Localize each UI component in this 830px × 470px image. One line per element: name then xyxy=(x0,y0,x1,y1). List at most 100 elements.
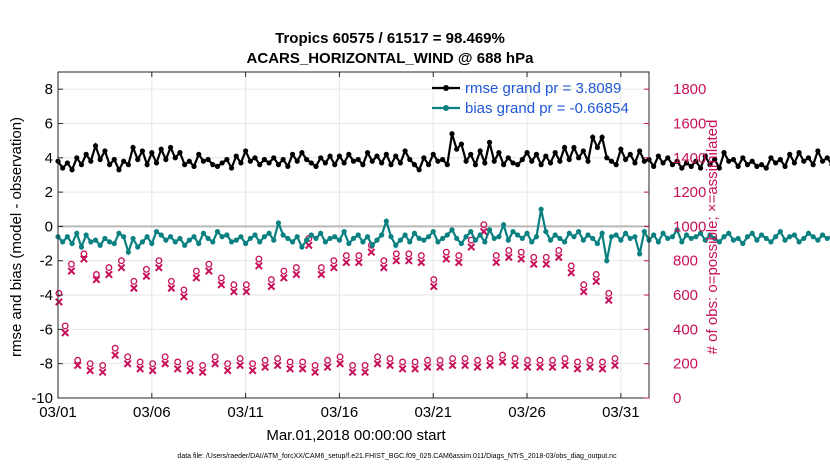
obs-possible-marker xyxy=(517,248,525,256)
bias-point xyxy=(768,239,774,245)
bias-point xyxy=(299,244,305,250)
bias-point xyxy=(627,235,633,242)
y-tick-label-left: -4 xyxy=(40,287,53,304)
bias-point xyxy=(721,234,727,240)
rmse-point xyxy=(660,160,666,166)
y-tick-label-right: 800 xyxy=(673,253,698,270)
bias-point xyxy=(407,239,413,245)
obs-assimilated-marker xyxy=(148,366,157,375)
rmse-point xyxy=(721,150,727,156)
obs-assimilated-marker xyxy=(211,359,220,368)
obs-possible-marker xyxy=(124,353,132,361)
y-tick-label-right: 0 xyxy=(673,390,681,407)
rmse-point xyxy=(576,155,582,161)
bias-point xyxy=(402,232,408,238)
bias-point xyxy=(177,235,183,242)
obs-assimilated-marker xyxy=(592,277,601,286)
bias-point xyxy=(383,218,389,224)
obs-possible-marker xyxy=(574,358,581,366)
obs-possible-marker xyxy=(230,281,238,289)
rmse-point xyxy=(754,163,760,169)
rmse-point xyxy=(158,146,164,152)
obs-assimilated-marker xyxy=(373,359,382,368)
bias-point xyxy=(524,230,530,236)
obs-possible-marker xyxy=(174,358,182,366)
obs-possible-marker xyxy=(586,356,594,364)
bias-point xyxy=(726,230,732,236)
obs-possible-marker xyxy=(86,360,94,368)
obs-assimilated-marker xyxy=(579,287,588,296)
x-tick-label: 03/06 xyxy=(133,404,171,421)
rmse-point xyxy=(243,148,249,154)
bias-point xyxy=(158,232,164,238)
y-tick-label-right: 1400 xyxy=(673,150,706,167)
rmse-point xyxy=(599,134,605,140)
bias-point xyxy=(303,237,310,243)
obs-assimilated-marker xyxy=(611,361,619,370)
rmse-point xyxy=(796,150,802,156)
obs-possible-marker xyxy=(111,344,119,352)
rmse-point xyxy=(416,167,422,173)
obs-possible-marker xyxy=(405,250,413,258)
rmse-point xyxy=(716,165,722,171)
rmse-point xyxy=(735,163,741,169)
obs-possible-marker xyxy=(524,356,531,364)
rmse-point xyxy=(744,162,751,168)
obs-possible-marker xyxy=(336,353,344,361)
rmse-point xyxy=(383,151,389,157)
rmse-point xyxy=(496,150,502,156)
rmse-point xyxy=(463,158,469,164)
rmse-point xyxy=(543,153,549,159)
rmse-point xyxy=(632,160,638,166)
obs-assimilated-marker xyxy=(254,261,263,270)
rmse-point xyxy=(125,162,131,168)
rmse-point xyxy=(763,165,769,171)
obs-assimilated-marker xyxy=(267,282,276,291)
y-axis-right-label: # of obs: o=possible; ×=assimilated xyxy=(704,120,721,355)
obs-assimilated-marker xyxy=(55,298,63,306)
obs-assimilated-marker xyxy=(223,366,232,375)
obs-assimilated-marker xyxy=(73,361,82,370)
obs-assimilated-marker xyxy=(242,287,251,296)
obs-assimilated-marker xyxy=(279,273,288,282)
obs-assimilated-marker xyxy=(311,368,320,377)
rmse-point xyxy=(238,160,244,166)
rmse-point xyxy=(449,131,455,137)
rmse-point xyxy=(83,151,89,157)
rmse-series xyxy=(55,131,830,173)
obs-assimilated-marker xyxy=(198,368,207,377)
rmse-point xyxy=(768,155,774,161)
bias-point xyxy=(327,235,333,242)
y-tick-label-right: 1000 xyxy=(673,218,706,235)
bias-point xyxy=(819,232,826,238)
bias-point xyxy=(266,230,272,236)
bias-point xyxy=(557,235,563,242)
bias-point xyxy=(500,222,507,228)
bias-point xyxy=(449,227,455,233)
rmse-point xyxy=(824,155,830,161)
rmse-point xyxy=(604,155,610,161)
obs-possible-marker xyxy=(411,358,419,366)
y-tick-label-left: 4 xyxy=(45,150,53,167)
obs-possible-marker xyxy=(430,276,438,284)
obs-possible-marker xyxy=(567,262,575,270)
rmse-point xyxy=(186,158,192,164)
bias-point xyxy=(92,237,99,243)
rmse-point xyxy=(655,153,661,159)
rmse-point xyxy=(205,156,211,163)
y-axis-left-label: rmse and bias (model - observation) xyxy=(8,117,25,357)
bias-point xyxy=(172,239,178,245)
obs-possible-marker xyxy=(599,358,606,366)
obs-assimilated-marker xyxy=(498,358,507,366)
rmse-point xyxy=(641,158,647,164)
plot-background xyxy=(58,72,649,398)
obs-possible-marker xyxy=(555,246,563,254)
bias-point xyxy=(135,244,141,250)
bias-point xyxy=(787,234,793,240)
obs-possible-marker xyxy=(80,250,88,258)
bias-point xyxy=(529,239,535,245)
obs-possible-marker xyxy=(74,356,82,364)
bias-point xyxy=(153,228,160,235)
bias-point xyxy=(693,234,699,240)
obs-assimilated-marker xyxy=(154,263,163,272)
